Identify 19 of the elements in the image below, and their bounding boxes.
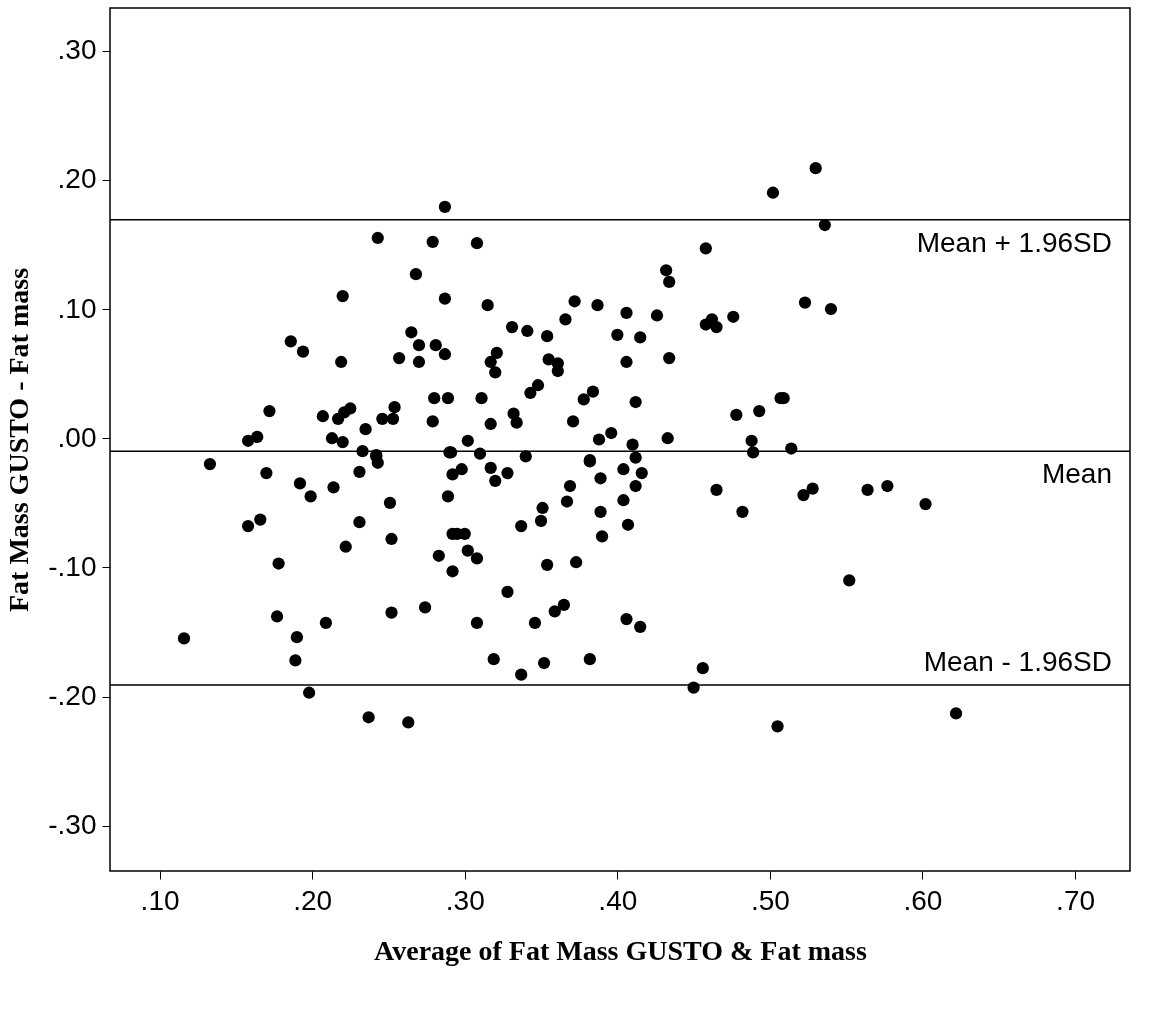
x-tick-label: .10 — [140, 884, 180, 916]
y-tick-label: -.10 — [48, 550, 97, 582]
y-axis-title: Fat Mass GUSTO - Fat mass — [3, 267, 35, 613]
ref-line-label: Mean — [1041, 458, 1112, 490]
x-tick-label: .50 — [750, 884, 790, 916]
x-tick-label: .40 — [598, 884, 638, 916]
x-axis-title: Average of Fat Mass GUSTO & Fat mass — [374, 934, 867, 966]
x-tick-label: .20 — [293, 884, 333, 916]
y-tick-label: .20 — [57, 163, 97, 195]
x-tick-label: .60 — [903, 884, 943, 916]
y-tick-label: -.30 — [48, 809, 97, 841]
y-tick-label: -.20 — [48, 680, 97, 712]
ref-line-label: Mean + 1.96SD — [916, 226, 1112, 258]
y-tick-label: .00 — [57, 421, 97, 453]
x-tick-label: .70 — [1056, 884, 1096, 916]
ref-line-label: Mean - 1.96SD — [923, 645, 1112, 677]
y-tick-label: .10 — [57, 292, 97, 324]
y-tick-label: .30 — [57, 34, 97, 66]
x-tick-label: .30 — [445, 884, 485, 916]
